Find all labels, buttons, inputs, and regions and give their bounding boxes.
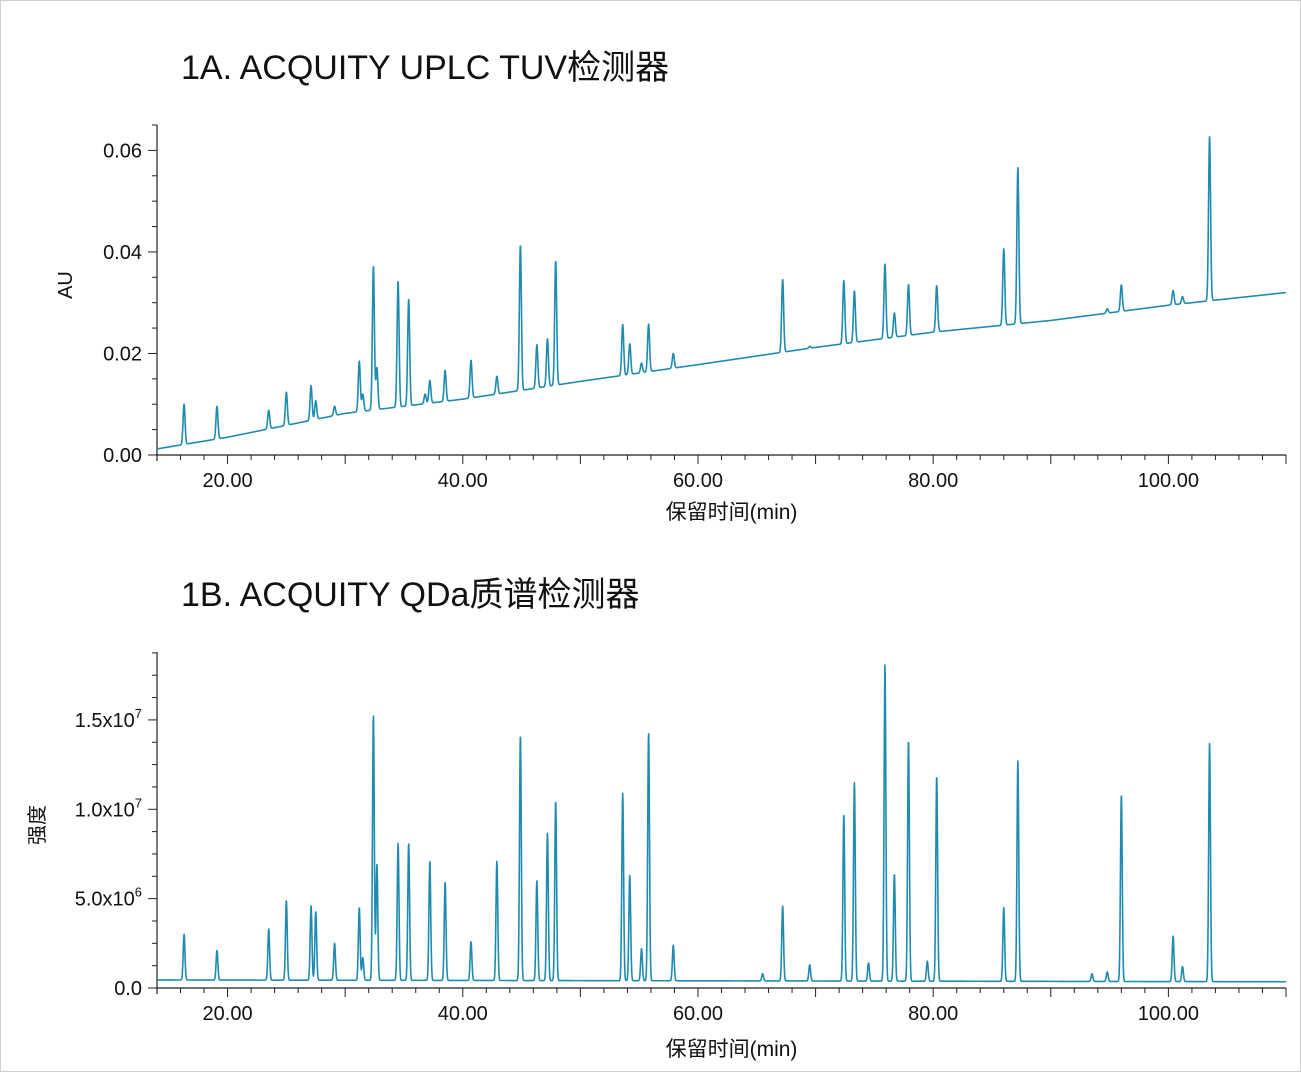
y-tick-label: 0.02 [103, 343, 142, 365]
x-tick-label: 60.00 [673, 470, 723, 492]
y-tick-mantissa: 5.0x10 [75, 889, 135, 911]
y-tick-label: 0.06 [103, 140, 142, 162]
y-tick-label: 5.0x106 [75, 885, 142, 911]
x-tick-label: 20.00 [203, 1003, 253, 1025]
y-tick-label: 0.0 [114, 978, 142, 1000]
y-tick-mantissa: 1.0x10 [75, 799, 135, 821]
y-axis-title: AU [55, 271, 77, 299]
series-line [156, 664, 1287, 983]
y-tick-label: 1.5x107 [75, 706, 142, 732]
x-tick-label: 80.00 [908, 470, 958, 492]
y-tick-exponent: 7 [135, 795, 142, 810]
x-tick-label: 80.00 [908, 1003, 958, 1025]
x-tick-label: 40.00 [438, 1003, 488, 1025]
x-tick-label: 60.00 [673, 1003, 723, 1025]
y-tick-label: 0.00 [103, 445, 142, 467]
y-tick-label: 0.04 [103, 242, 142, 264]
x-tick-label: 20.00 [203, 470, 253, 492]
x-tick-label: 100.00 [1138, 1003, 1199, 1025]
y-axis-title: 强度 [26, 805, 49, 845]
panel-uv: 20.00 40.00 60.00 80.00 100.00 0.00 0.02 0.04 0.… [55, 124, 1287, 524]
y-tick-mantissa: 1.5x10 [75, 710, 135, 732]
y-tick-exponent: 6 [135, 885, 142, 900]
y-tick-label: 1.0x107 [75, 795, 142, 821]
x-tick-label: 100.00 [1138, 470, 1199, 492]
x-tick-label: 40.00 [438, 470, 488, 492]
chart-title-b: 1B. ACQUITY QDa质谱检测器 [181, 576, 640, 614]
panel-ms: 20.00 40.00 60.00 80.00 100.00 0.0 5.0x106 1.0x… [26, 652, 1287, 1061]
chart-title-a: 1A. ACQUITY UPLC TUV检测器 [181, 49, 670, 87]
y-tick-mantissa: 0.0 [114, 978, 142, 1000]
series-line [156, 136, 1287, 450]
y-tick-exponent: 7 [135, 706, 142, 721]
x-axis-title: 保留时间(min) [666, 501, 798, 524]
x-axis-title: 保留时间(min) [666, 1038, 798, 1061]
